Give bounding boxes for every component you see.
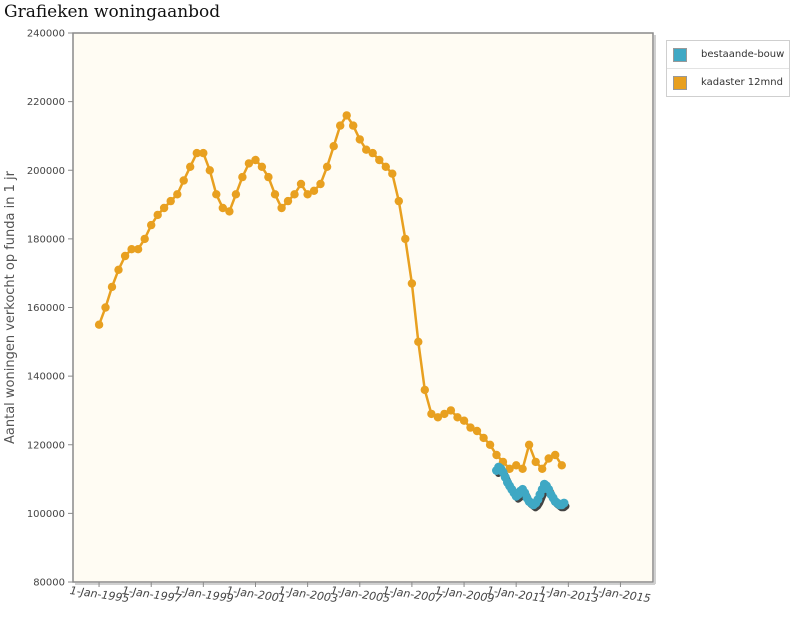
data-point-kadaster-12mnd[interactable] [524, 440, 534, 449]
data-point-kadaster-12mnd[interactable] [179, 176, 188, 185]
data-point-kadaster-12mnd[interactable] [283, 196, 293, 206]
data-point-kadaster-12mnd[interactable] [440, 409, 449, 419]
data-point-kadaster-12mnd[interactable] [485, 440, 495, 449]
y-tick-label: 160000 [27, 303, 65, 314]
data-point-kadaster-12mnd[interactable] [492, 450, 501, 460]
data-point-kadaster-12mnd[interactable] [401, 234, 410, 244]
data-point-kadaster-12mnd[interactable] [257, 162, 267, 171]
data-point-kadaster-12mnd[interactable] [290, 190, 299, 199]
series-layer [94, 111, 570, 512]
data-point-kadaster-12mnd[interactable] [218, 203, 227, 213]
y-tick-label: 140000 [27, 372, 65, 383]
data-point-kadaster-12mnd[interactable] [199, 148, 208, 158]
data-point-kadaster-12mnd[interactable] [231, 190, 241, 199]
data-point-kadaster-12mnd[interactable] [127, 245, 136, 254]
legend-label-kadaster-12mnd: kadaster 12mnd [701, 77, 783, 88]
data-point-kadaster-12mnd[interactable] [505, 464, 514, 473]
data-point-kadaster-12mnd[interactable] [107, 282, 117, 292]
data-point-kadaster-12mnd[interactable] [466, 423, 475, 432]
data-point-kadaster-12mnd[interactable] [264, 172, 273, 182]
data-point-kadaster-12mnd[interactable] [94, 320, 104, 329]
data-point-kadaster-12mnd[interactable] [173, 190, 182, 199]
data-point-kadaster-12mnd[interactable] [244, 159, 254, 168]
data-point-kadaster-12mnd[interactable] [186, 162, 195, 171]
data-point-kadaster-12mnd[interactable] [336, 121, 345, 130]
data-point-kadaster-12mnd[interactable] [114, 265, 123, 274]
data-point-kadaster-12mnd[interactable] [159, 203, 169, 213]
data-point-kadaster-12mnd[interactable] [147, 220, 156, 230]
data-point-kadaster-12mnd[interactable] [322, 162, 332, 171]
legend-item-bestaande-bouw[interactable]: bestaande-bouw [667, 41, 789, 68]
data-point-kadaster-12mnd[interactable] [316, 179, 325, 189]
data-point-kadaster-12mnd[interactable] [453, 413, 462, 422]
y-tick-label: 200000 [27, 166, 65, 177]
data-point-kadaster-12mnd[interactable] [472, 426, 482, 436]
data-point-kadaster-12mnd[interactable] [518, 464, 527, 473]
data-point-kadaster-12mnd[interactable] [303, 190, 312, 199]
data-point-kadaster-12mnd[interactable] [120, 251, 130, 261]
data-point-kadaster-12mnd[interactable] [355, 135, 364, 144]
data-point-bestaande-bouw[interactable] [559, 498, 569, 508]
y-tick-label: 120000 [27, 440, 65, 451]
data-point-kadaster-12mnd[interactable] [427, 409, 436, 419]
data-point-kadaster-12mnd[interactable] [349, 121, 358, 130]
y-tick-label: 180000 [27, 234, 65, 245]
data-point-kadaster-12mnd[interactable] [296, 179, 306, 189]
series-bestaande-bouw [492, 462, 570, 512]
data-point-kadaster-12mnd[interactable] [420, 385, 429, 395]
data-point-kadaster-12mnd[interactable] [375, 155, 384, 165]
legend-item-kadaster-12mnd[interactable]: kadaster 12mnd [667, 68, 789, 96]
data-point-kadaster-12mnd[interactable] [388, 169, 397, 178]
data-point-kadaster-12mnd[interactable] [270, 190, 280, 199]
data-point-kadaster-12mnd[interactable] [531, 457, 540, 467]
data-point-kadaster-12mnd[interactable] [166, 196, 175, 206]
data-point-kadaster-12mnd[interactable] [153, 210, 162, 220]
data-point-kadaster-12mnd[interactable] [309, 186, 319, 195]
data-point-kadaster-12mnd[interactable] [362, 145, 371, 154]
legend-swatch-bestaande-bouw [673, 47, 687, 62]
y-tick-label: 80000 [33, 578, 65, 589]
y-tick-label: 100000 [27, 509, 65, 520]
plot-area [72, 32, 654, 583]
page-title: Grafieken woningaanbod [4, 2, 221, 22]
data-point-kadaster-12mnd[interactable] [446, 406, 456, 415]
data-point-kadaster-12mnd[interactable] [238, 172, 247, 182]
series-kadaster-12mnd [94, 111, 566, 473]
x-tick-label: 1-Jan-2015 [590, 584, 651, 605]
legend-label-bestaande-bouw: bestaande-bouw [701, 49, 785, 60]
data-point-kadaster-12mnd[interactable] [133, 245, 143, 254]
data-point-kadaster-12mnd[interactable] [101, 303, 110, 312]
data-point-kadaster-12mnd[interactable] [140, 234, 149, 244]
data-point-kadaster-12mnd[interactable] [192, 148, 201, 158]
y-tick-label: 240000 [27, 29, 65, 40]
data-point-kadaster-12mnd[interactable] [205, 166, 214, 175]
data-point-kadaster-12mnd[interactable] [544, 454, 553, 463]
data-point-kadaster-12mnd[interactable] [225, 207, 234, 216]
data-point-kadaster-12mnd[interactable] [557, 461, 566, 470]
data-point-kadaster-12mnd[interactable] [479, 433, 488, 443]
data-point-kadaster-12mnd[interactable] [459, 416, 469, 425]
legend-swatch-kadaster-12mnd [673, 75, 687, 90]
data-point-kadaster-12mnd[interactable] [394, 196, 403, 206]
data-point-kadaster-12mnd[interactable] [251, 155, 260, 165]
y-axis-label: Aantal woningen verkocht op funda in 1 j… [3, 170, 18, 444]
data-point-kadaster-12mnd[interactable] [212, 190, 221, 199]
data-point-kadaster-12mnd[interactable] [407, 279, 417, 288]
data-point-kadaster-12mnd[interactable] [414, 337, 423, 346]
data-point-kadaster-12mnd[interactable] [433, 413, 443, 422]
data-point-kadaster-12mnd[interactable] [277, 203, 286, 213]
data-point-kadaster-12mnd[interactable] [512, 461, 521, 470]
data-point-kadaster-12mnd[interactable] [551, 450, 560, 460]
data-point-kadaster-12mnd[interactable] [342, 111, 351, 120]
y-tick-label: 220000 [27, 97, 65, 108]
data-point-kadaster-12mnd[interactable] [368, 148, 377, 158]
data-point-kadaster-12mnd[interactable] [329, 142, 338, 151]
data-point-kadaster-12mnd[interactable] [538, 464, 547, 473]
legend: bestaande-bouw kadaster 12mnd [666, 40, 790, 97]
data-point-kadaster-12mnd[interactable] [381, 162, 390, 171]
